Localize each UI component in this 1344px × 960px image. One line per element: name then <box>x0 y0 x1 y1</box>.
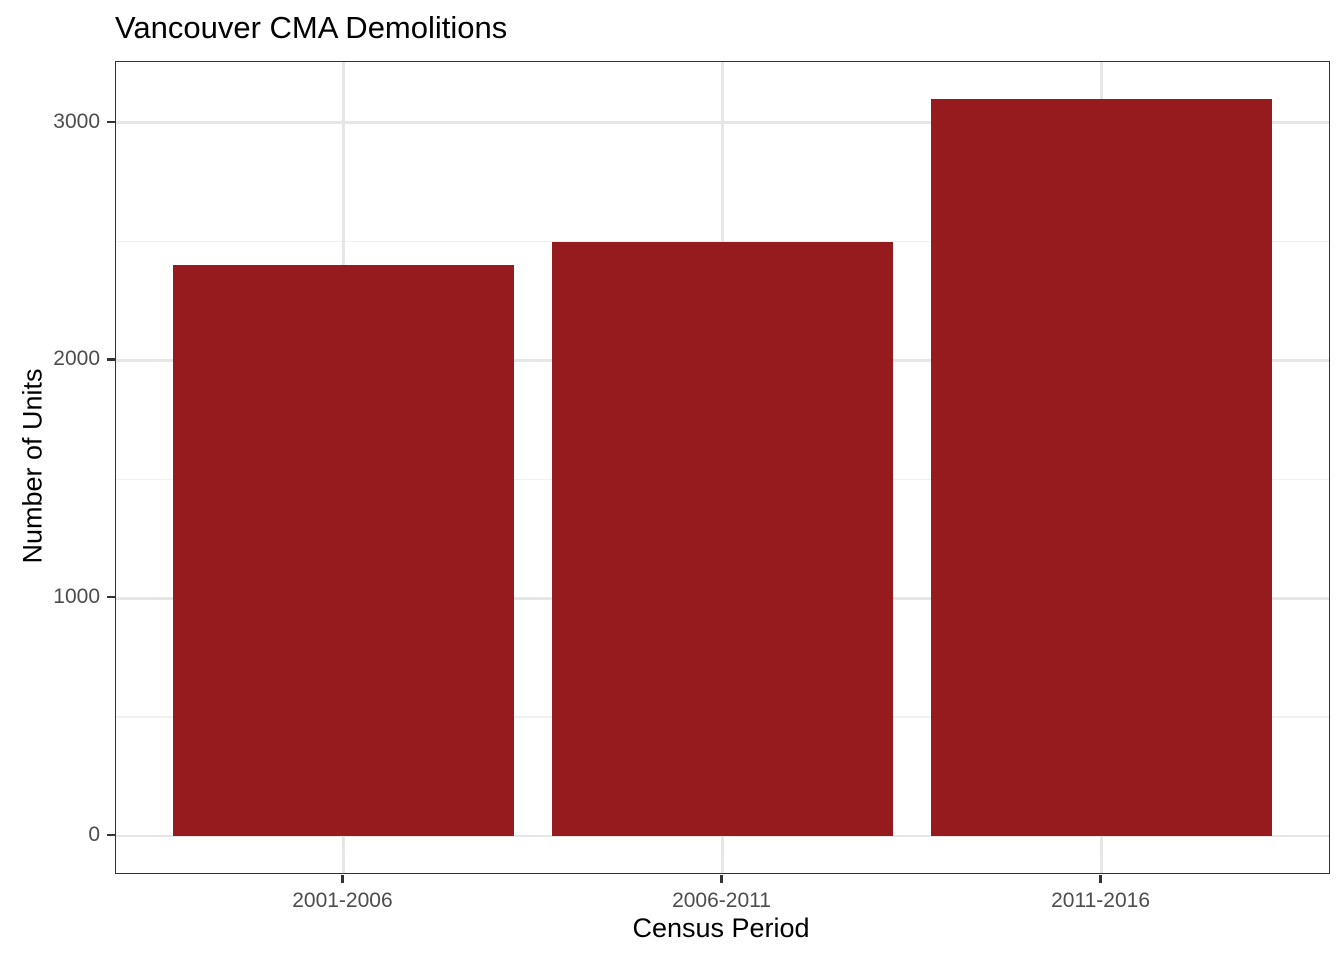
chart-title: Vancouver CMA Demolitions <box>115 10 508 45</box>
y-axis-tick <box>107 596 115 599</box>
x-axis-tick <box>341 875 344 883</box>
x-tick-label: 2011-2016 <box>1051 889 1150 912</box>
y-tick-label: 3000 <box>53 109 100 133</box>
x-tick-label: 2006-2011 <box>672 889 771 912</box>
y-tick-label: 2000 <box>53 347 100 371</box>
y-tick-label: 0 <box>88 823 100 847</box>
y-axis-tick <box>107 834 115 837</box>
y-axis-tick <box>107 120 115 123</box>
bar-2006-2011 <box>551 241 894 837</box>
y-axis-tick <box>107 358 115 361</box>
x-axis-tick <box>1099 875 1102 883</box>
x-axis-title: Census Period <box>632 913 810 943</box>
y-tick-label: 1000 <box>53 585 100 609</box>
plot-panel <box>115 61 1330 874</box>
x-axis-tick <box>720 875 723 883</box>
x-tick-label: 2001-2006 <box>292 889 393 912</box>
bar-2001-2006 <box>172 265 515 837</box>
y-axis-title: Number of Units <box>17 368 48 564</box>
bar-2011-2016 <box>930 98 1273 837</box>
